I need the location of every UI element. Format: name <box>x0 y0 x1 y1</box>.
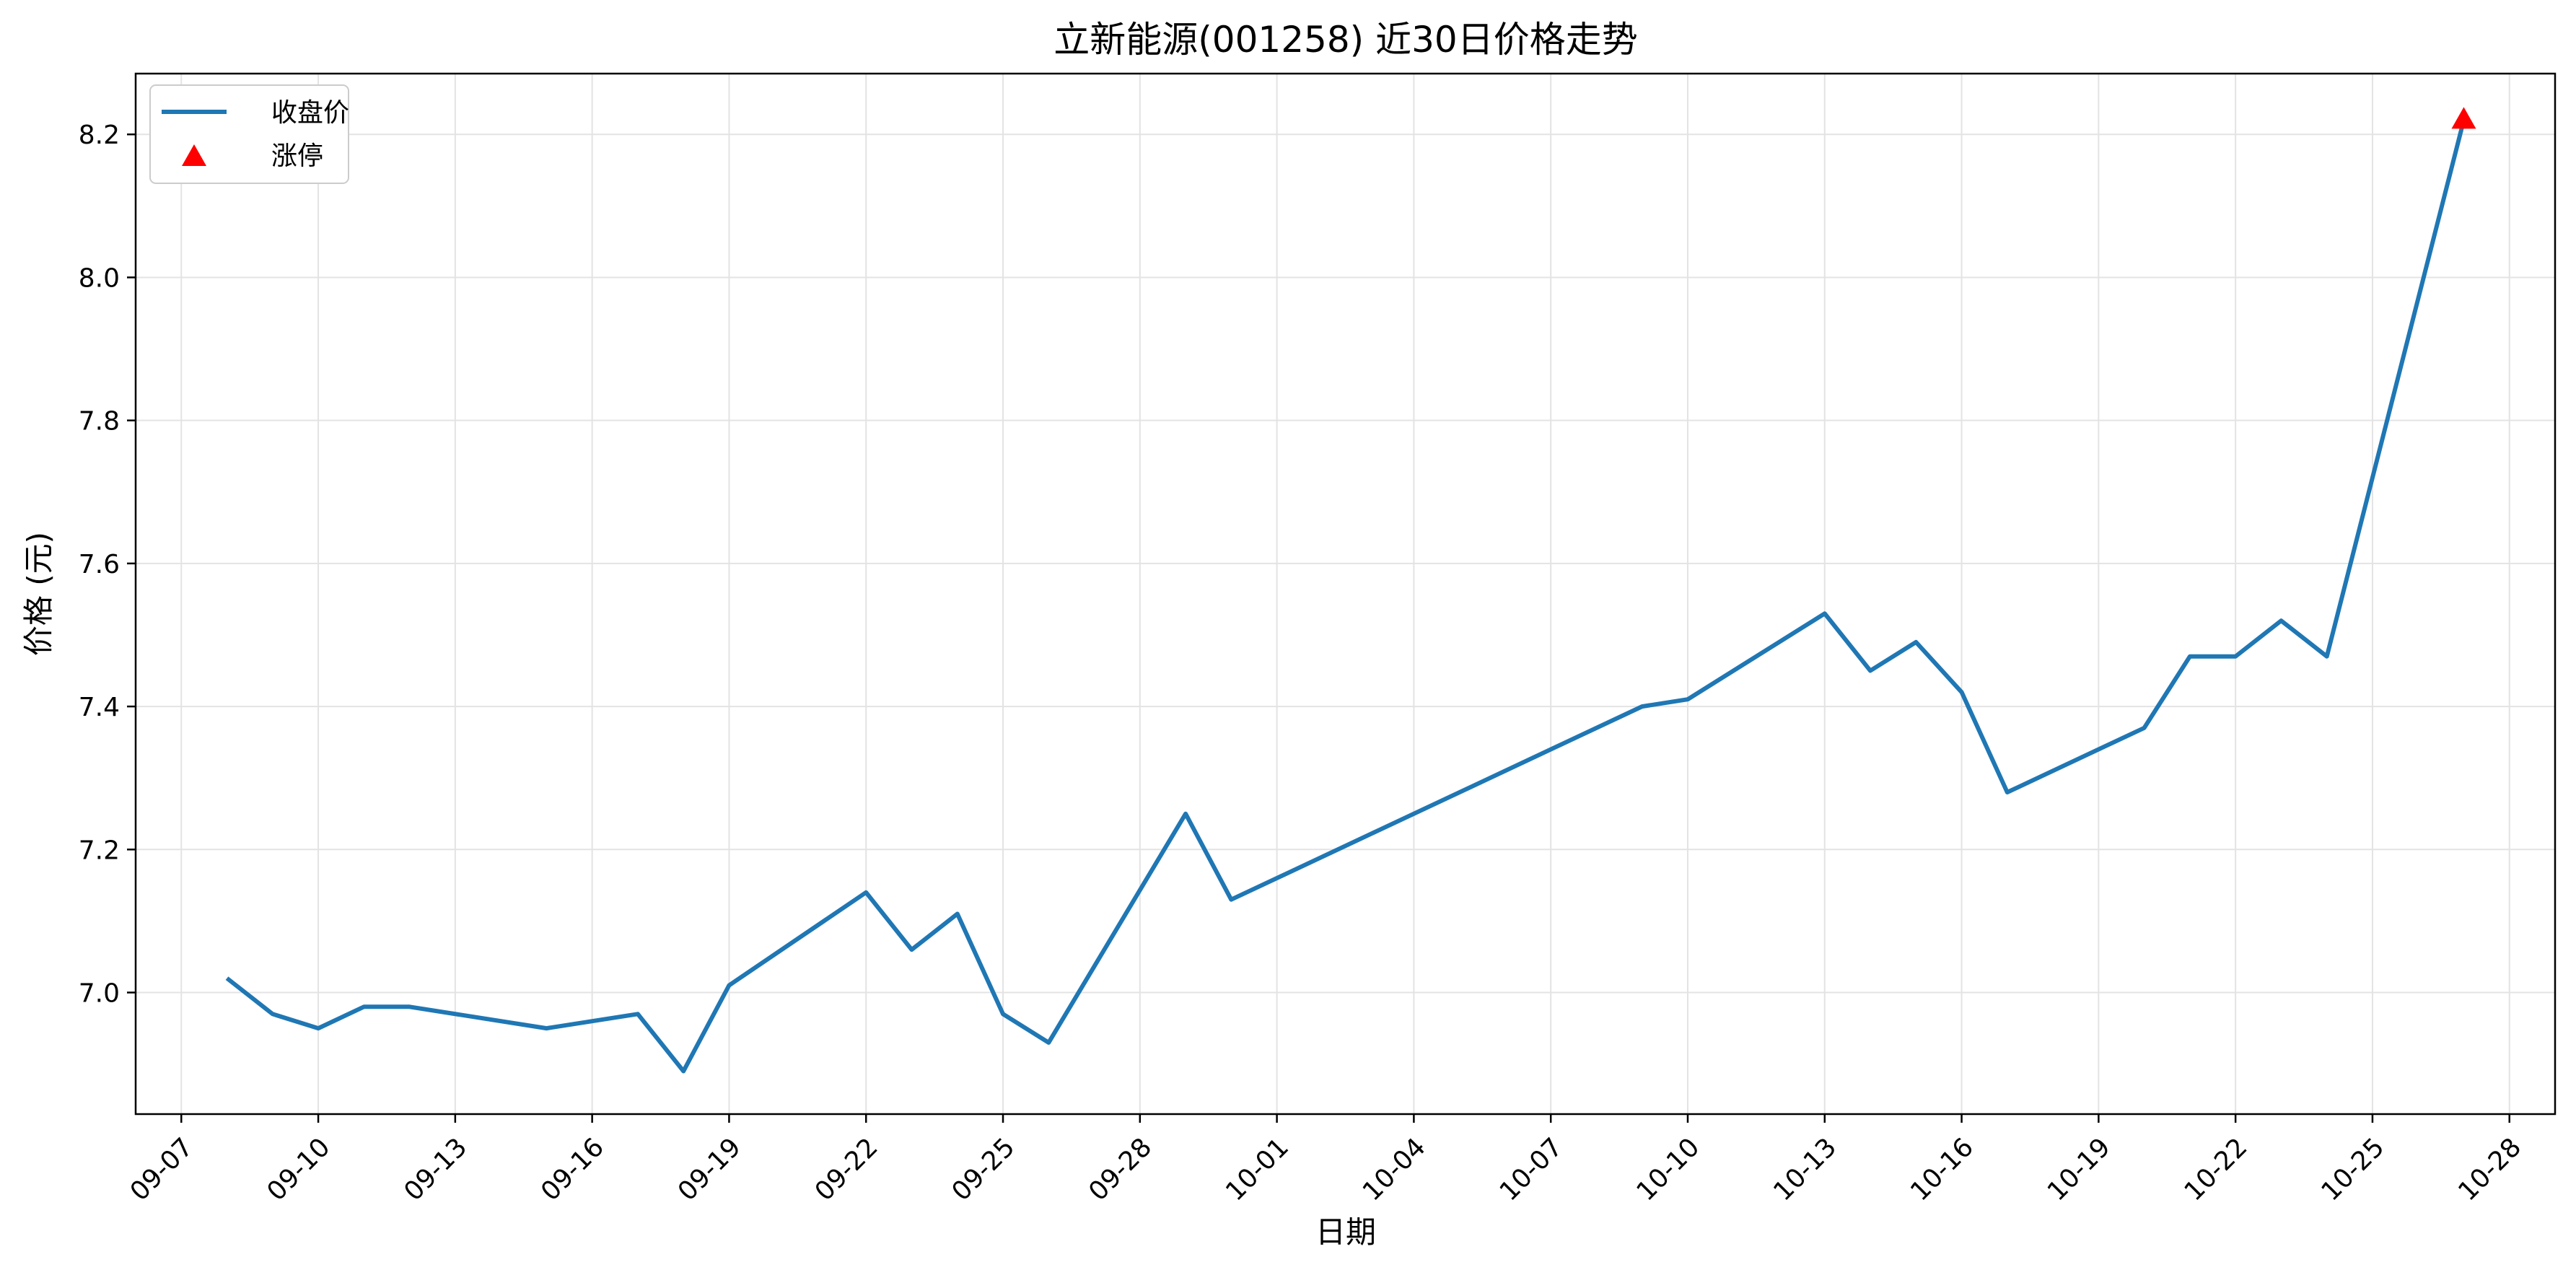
grid-lines <box>136 74 2555 1114</box>
legend-label-close: 收盘价 <box>271 98 349 128</box>
x-axis-label: 日期 <box>1315 1214 1376 1250</box>
legend-label-limit-up: 涨停 <box>271 141 323 171</box>
y-axis: 7.0 7.2 7.4 7.6 7.8 8.0 8.2 <box>79 121 136 1009</box>
y-tick-label: 7.4 <box>79 693 120 722</box>
limit-up-marker <box>2451 107 2476 129</box>
y-tick-label: 8.0 <box>79 263 120 293</box>
chart-title: 立新能源(001258) 近30日价格走势 <box>1053 19 1637 61</box>
legend-triangle-swatch <box>182 144 206 166</box>
y-tick-label: 7.6 <box>79 550 120 579</box>
plot-area <box>225 107 2476 1074</box>
plot-frame <box>134 72 2557 1116</box>
legend: 收盘价 涨停 <box>149 84 349 184</box>
y-tick-label: 8.2 <box>79 121 120 150</box>
y-tick-label: 7.2 <box>79 836 120 865</box>
y-tick-label: 7.8 <box>79 407 120 437</box>
y-axis-label: 价格 (元) <box>21 532 56 656</box>
close-price-line <box>225 119 2466 1074</box>
y-tick-label: 7.0 <box>79 979 120 1009</box>
